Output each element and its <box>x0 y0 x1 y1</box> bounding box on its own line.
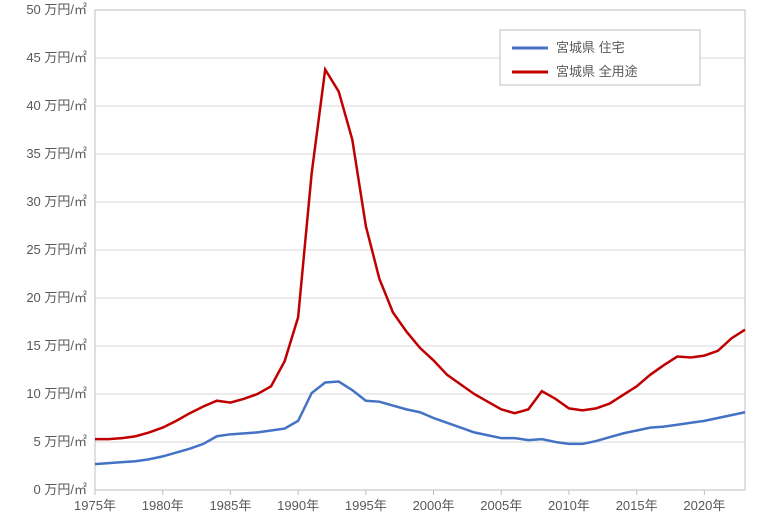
y-tick-label: 15 万円/㎡ <box>26 338 87 353</box>
x-tick-label: 2005年 <box>480 498 522 513</box>
y-tick-label: 50 万円/㎡ <box>26 2 87 17</box>
series-line <box>95 70 745 440</box>
y-tick-label: 20 万円/㎡ <box>26 290 87 305</box>
x-tick-label: 1990年 <box>277 498 319 513</box>
x-tick-label: 2020年 <box>683 498 725 513</box>
y-tick-label: 0 万円/㎡ <box>34 482 87 497</box>
y-tick-label: 40 万円/㎡ <box>26 98 87 113</box>
y-tick-label: 25 万円/㎡ <box>26 242 87 257</box>
y-tick-label: 30 万円/㎡ <box>26 194 87 209</box>
y-tick-label: 45 万円/㎡ <box>26 50 87 65</box>
x-tick-label: 1985年 <box>209 498 251 513</box>
x-tick-label: 1975年 <box>74 498 116 513</box>
line-chart: 0 万円/㎡ 5 万円/㎡ 10 万円/㎡ 15 万円/㎡ 20 万円/㎡ 25 万円/㎡… <box>0 0 757 530</box>
x-tick-label: 2015年 <box>616 498 658 513</box>
chart-container: 0 万円/㎡ 5 万円/㎡ 10 万円/㎡ 15 万円/㎡ 20 万円/㎡ 25 万円/㎡… <box>0 0 757 530</box>
x-tick-label: 1995年 <box>345 498 387 513</box>
x-tick-label: 1980年 <box>142 498 184 513</box>
x-tick-label: 2010年 <box>548 498 590 513</box>
legend-label: 宮城県 住宅 <box>556 40 625 55</box>
x-tick-label: 2000年 <box>413 498 455 513</box>
y-tick-label: 10 万円/㎡ <box>26 386 87 401</box>
y-tick-label: 35 万円/㎡ <box>26 146 87 161</box>
y-tick-label: 5 万円/㎡ <box>34 434 87 449</box>
legend-label: 宮城県 全用途 <box>556 64 638 79</box>
